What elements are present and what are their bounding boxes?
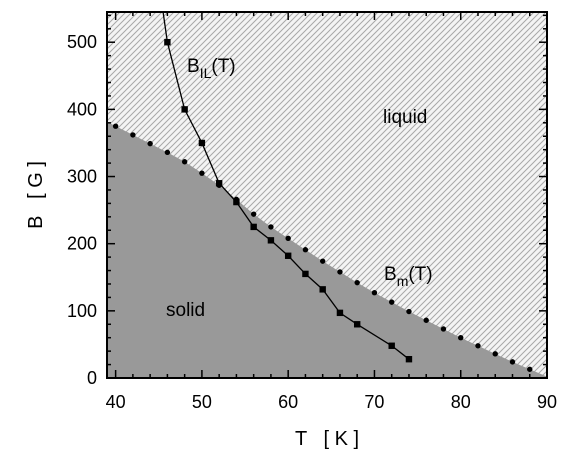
bm-point [458, 335, 464, 341]
bm-point [285, 235, 291, 242]
bm-point [440, 326, 447, 332]
bm-point [492, 351, 498, 357]
x-tick-label: 70 [364, 392, 384, 412]
bm-label-tail: (T) [408, 264, 432, 285]
bil-point [336, 309, 344, 317]
y-tick-label: 400 [67, 99, 97, 119]
bm-point [112, 123, 119, 129]
bil-point [353, 321, 361, 328]
y-axis: 0 100 200 300 400 500 [67, 14, 547, 388]
bil-point [215, 180, 223, 187]
bm-point [337, 269, 343, 275]
x-axis: 40 50 60 70 80 90 [106, 12, 557, 412]
bil-point [302, 270, 309, 278]
x-tick-label: 40 [106, 392, 126, 412]
bm-point [406, 308, 412, 315]
bil-point [267, 237, 275, 244]
y-tick-label: 500 [67, 32, 97, 52]
bm-point [130, 132, 136, 138]
bm-point [250, 211, 257, 217]
bil-label: BIL(T) [187, 56, 236, 81]
y-tick-label: 200 [67, 234, 97, 254]
bil-point [233, 198, 240, 206]
bm-point [147, 140, 153, 147]
x-tick-label: 60 [278, 392, 298, 412]
plot-frame [106, 11, 548, 379]
x-tick-label: 80 [451, 392, 471, 412]
x-tick-label: 50 [192, 392, 212, 412]
bil-point [164, 39, 171, 46]
liquid-label: liquid [383, 107, 427, 128]
bil-point [319, 286, 326, 293]
bm-point [509, 359, 516, 365]
bm-point [164, 149, 171, 156]
bm-point [371, 290, 378, 296]
bil-label-main: B [187, 56, 200, 77]
y-tick-label: 0 [87, 368, 97, 388]
bm-point [354, 279, 360, 286]
x-axis-label: T [ K ] [295, 428, 359, 450]
bm-point [181, 159, 188, 165]
y-axis-label: B [ G ] [25, 161, 47, 229]
y-tick-label: 300 [67, 167, 97, 187]
bm-point [319, 258, 326, 264]
bil-point [250, 223, 257, 231]
plot-area [106, 11, 548, 379]
irreversibility-line-series [162, 12, 413, 363]
bil-point [198, 139, 206, 147]
bm-point [199, 170, 205, 176]
solid-label: solid [166, 300, 205, 321]
bm-point [423, 317, 429, 323]
bm-point [302, 247, 309, 253]
bil-point [284, 252, 292, 259]
bil-point [181, 106, 188, 113]
bil-label-tail: (T) [211, 56, 235, 77]
bm-label: Bm(T) [384, 264, 433, 289]
bil-point [388, 342, 395, 349]
x-tick-label: 90 [537, 392, 557, 412]
bm-point [475, 343, 481, 349]
bm-point [268, 224, 274, 230]
bil-label-sub: IL [200, 65, 212, 81]
bm-label-main: B [384, 264, 397, 285]
bm-label-sub: m [397, 273, 409, 289]
bil-point [405, 355, 413, 363]
bm-point [389, 299, 395, 305]
bm-point [527, 366, 533, 372]
y-tick-label: 100 [67, 301, 97, 321]
